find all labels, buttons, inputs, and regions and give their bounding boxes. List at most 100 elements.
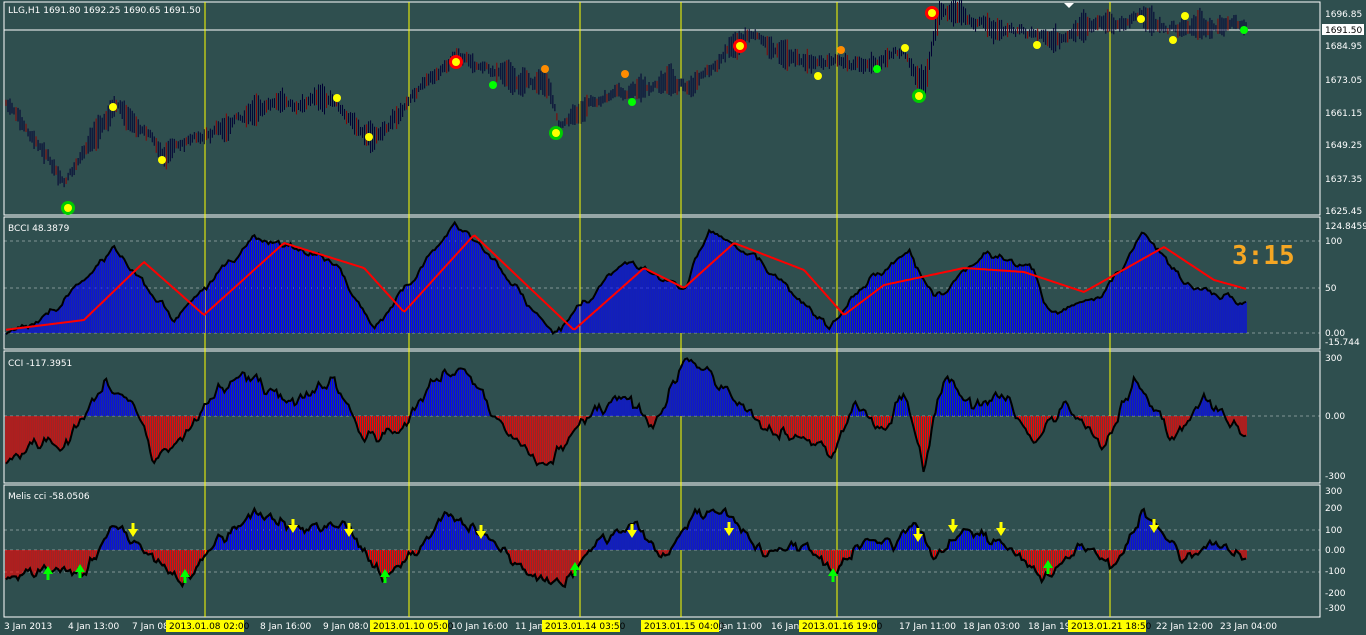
- signal-dot-orange: [621, 70, 629, 78]
- time-highlight-label: 2013.01.14 03:50: [545, 622, 626, 632]
- signal-dot-yellow: [109, 103, 117, 111]
- time-label: 18 Jan 03:00: [963, 622, 1020, 632]
- time-highlight-label: 2013.01.15 04:00: [644, 622, 725, 632]
- signal-dot-orange: [541, 65, 549, 73]
- sell-arrow-icon-stem: [916, 528, 920, 534]
- melis-tick: 0.00: [1325, 546, 1345, 556]
- melis-line: [5, 506, 1247, 589]
- signal-dot-green: [1240, 26, 1248, 34]
- bar-timer: 3:15: [1232, 241, 1295, 271]
- cci-tick: 300: [1325, 354, 1342, 364]
- buy-arrow-icon-stem: [78, 572, 82, 578]
- buy-arrow-icon-stem: [183, 577, 187, 583]
- panel-border: [3, 350, 1321, 484]
- price-tick: 1673.05: [1325, 76, 1362, 86]
- signal-dot-yellow: [1169, 36, 1177, 44]
- signal-dot-green: [489, 81, 497, 89]
- time-highlight: [542, 620, 620, 632]
- time-label: 10 Jan 16:00: [451, 622, 508, 632]
- time-label: 3 Jan 2013: [4, 622, 52, 632]
- signal-dot-orange: [837, 46, 845, 54]
- melis-panel-title: Melis cci -58.0506: [8, 492, 90, 502]
- sell-arrow-icon-stem: [951, 519, 955, 525]
- melis-tick: -300: [1325, 604, 1346, 614]
- sell-signal-center: [736, 42, 744, 50]
- price-tick: 1684.95: [1325, 42, 1362, 52]
- price-tick: 1625.45: [1325, 207, 1362, 217]
- buy-arrow-icon: [570, 562, 580, 570]
- buy-arrow-icon-stem: [1046, 568, 1050, 574]
- sell-arrow-icon: [724, 528, 734, 536]
- bcci-signal-line: [5, 234, 1247, 331]
- cci-panel-title: CCI -117.3951: [8, 359, 72, 369]
- cci-tick: -300: [1325, 472, 1346, 482]
- melis-tick: -100: [1325, 567, 1346, 577]
- price-tick: 1661.15: [1325, 109, 1362, 119]
- time-label: 7 Jan 08: [132, 622, 169, 632]
- time-highlight: [1068, 620, 1146, 632]
- melis-axis: 300 200 100 0.00 -100 -200 -300: [1325, 487, 1346, 614]
- time-highlight-label: 2013.01.21 18:50: [1071, 622, 1152, 632]
- signal-dot-yellow: [333, 94, 341, 102]
- signal-dot-yellow: [1181, 12, 1189, 20]
- sell-arrow-icon: [476, 531, 486, 539]
- price-panel-title: LLG,H1 1691.80 1692.25 1690.65 1691.50: [8, 6, 201, 16]
- price-tick: 1637.35: [1325, 175, 1362, 185]
- buy-arrow-icon: [380, 569, 390, 577]
- buy-arrow-icon-stem: [831, 576, 835, 582]
- cci-tick: 0.00: [1325, 412, 1345, 422]
- sell-arrow-icon-stem: [479, 525, 483, 531]
- time-axis: 3 Jan 2013 4 Jan 13:00 7 Jan 08 8 Jan 16…: [4, 620, 1277, 632]
- time-label: 22 Jan 12:00: [1156, 622, 1213, 632]
- bcci-line: [5, 220, 1247, 336]
- time-highlight: [370, 620, 448, 632]
- time-label: 23 Jan 04:00: [1220, 622, 1277, 632]
- price-tick: 1649.25: [1325, 141, 1362, 151]
- panel-border: [3, 1, 1321, 216]
- buy-arrow-icon: [828, 568, 838, 576]
- sell-signal-center: [928, 9, 936, 17]
- cci-line: [5, 357, 1247, 473]
- signal-dot-green: [628, 98, 636, 106]
- time-highlight-label: 2013.01.08 02:00: [169, 622, 250, 632]
- sell-arrow-icon-stem: [630, 524, 634, 530]
- time-highlight-label: 2013.01.10 05:00: [373, 622, 454, 632]
- sell-arrow-icon-stem: [727, 522, 731, 528]
- current-price-tag: [1322, 24, 1364, 35]
- panel-border: [3, 484, 1321, 618]
- bcci-axis: 124.8459 100 50 0.00 -15.744: [1325, 222, 1366, 348]
- melis-tick: 200: [1325, 504, 1342, 514]
- sell-arrow-icon: [128, 529, 138, 537]
- bcci-tick: -15.744: [1325, 338, 1360, 348]
- sell-arrow-icon-stem: [131, 523, 135, 529]
- sell-arrow-icon: [288, 525, 298, 533]
- price-axis: 1696.85 1684.95 1673.05 1661.15 1649.25 …: [1325, 10, 1362, 217]
- sell-signal-center: [452, 58, 460, 66]
- sell-arrow-icon-stem: [999, 522, 1003, 528]
- sell-arrow-icon: [1149, 525, 1159, 533]
- melis-tick: -200: [1325, 589, 1346, 599]
- time-label: 8 Jan 16:00: [260, 622, 312, 632]
- time-highlight: [799, 620, 877, 632]
- signal-dot-yellow: [158, 156, 166, 164]
- signal-dot-yellow: [901, 44, 909, 52]
- signal-dot-yellow: [365, 133, 373, 141]
- buy-arrow-icon-stem: [46, 574, 50, 580]
- sell-arrow-icon: [948, 525, 958, 533]
- sell-arrow-icon-stem: [1152, 519, 1156, 525]
- panel-border: [3, 216, 1321, 350]
- bcci-tick: 100: [1325, 237, 1342, 247]
- buy-signal-center: [552, 129, 560, 137]
- buy-signal-center: [64, 204, 72, 212]
- time-label: 11 Jan: [515, 622, 543, 632]
- sell-arrow-icon: [996, 528, 1006, 536]
- sell-arrow-icon-stem: [291, 519, 295, 525]
- sell-arrow-icon: [913, 534, 923, 542]
- buy-signal-center: [915, 92, 923, 100]
- buy-arrow-icon: [180, 569, 190, 577]
- signal-dot-yellow: [1137, 15, 1145, 23]
- time-label: 16 Jan: [771, 622, 799, 632]
- buy-arrow-icon-stem: [383, 577, 387, 583]
- signal-dot-green: [873, 65, 881, 73]
